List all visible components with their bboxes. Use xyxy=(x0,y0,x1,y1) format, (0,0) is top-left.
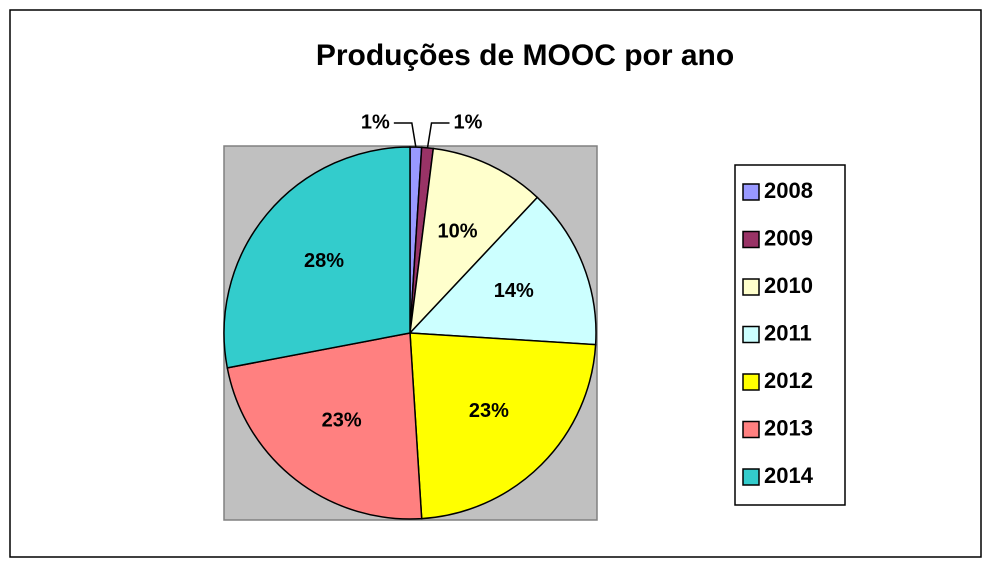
data-label: 14% xyxy=(494,280,534,302)
legend-label: 2009 xyxy=(764,225,813,250)
legend-label: 2013 xyxy=(764,415,813,440)
legend-swatch xyxy=(742,230,760,249)
legend-swatch xyxy=(742,468,760,486)
legend-label: 2010 xyxy=(764,273,813,298)
pie-slice xyxy=(226,332,423,520)
legend-label: 2011 xyxy=(764,320,812,345)
data-label: 23% xyxy=(322,409,362,431)
legend-swatch xyxy=(742,278,760,296)
data-label: 10% xyxy=(438,220,478,242)
legend-swatch xyxy=(742,325,760,344)
legend-swatch xyxy=(742,420,760,439)
pie-slice xyxy=(409,332,597,520)
data-label: 23% xyxy=(469,400,509,422)
data-label: 1% xyxy=(454,111,483,133)
data-label: 1% xyxy=(361,111,390,133)
pie-slice xyxy=(408,196,597,346)
legend-swatch xyxy=(742,373,760,391)
data-label: 28% xyxy=(304,250,344,272)
legend-label: 2012 xyxy=(764,368,813,393)
legend-label: 2008 xyxy=(764,178,813,203)
legend-swatch xyxy=(742,183,760,201)
leader-line xyxy=(426,122,450,148)
leader-line xyxy=(393,122,417,148)
chart-title: Produções de MOOC por ano xyxy=(316,39,734,72)
legend-label: 2014 xyxy=(764,463,814,488)
pie-slice xyxy=(408,147,539,336)
pie-slice xyxy=(223,146,411,369)
